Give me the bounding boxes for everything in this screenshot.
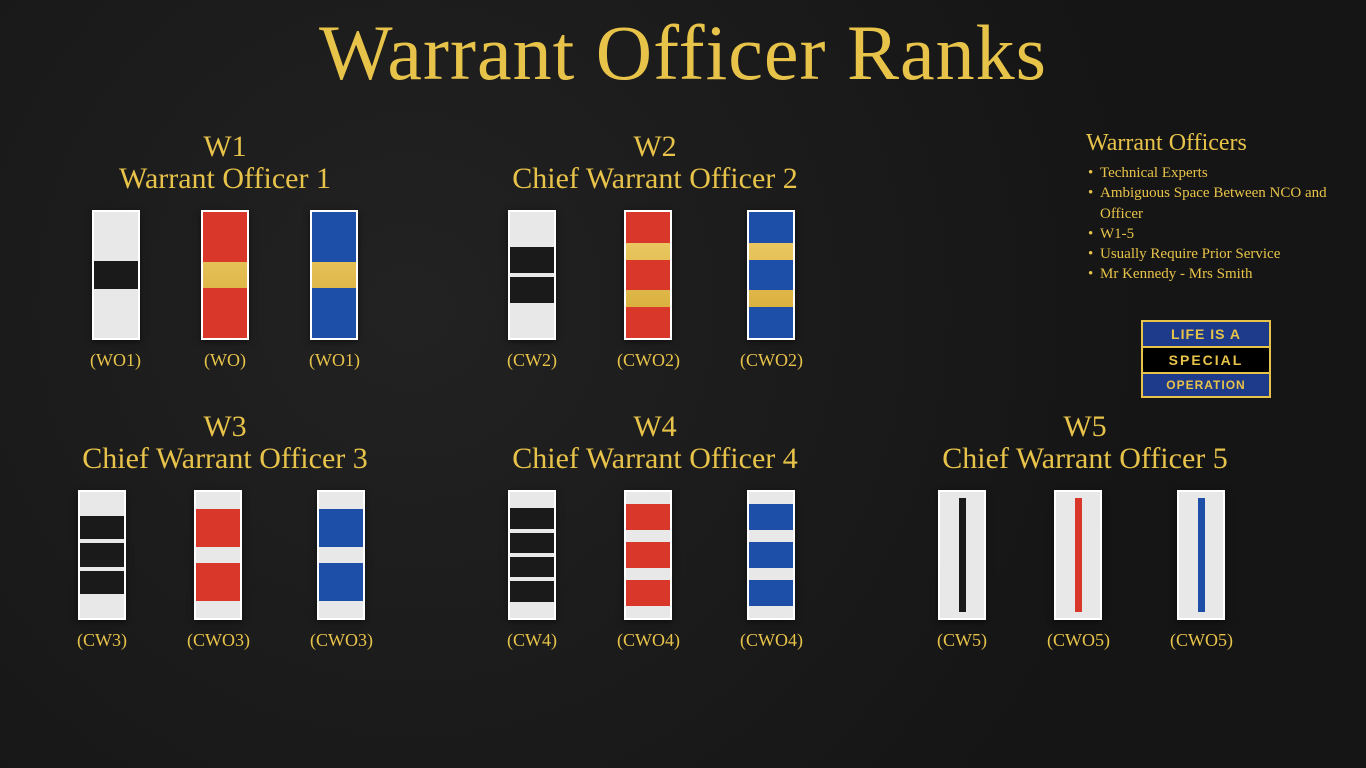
sidebar-item: Ambiguous Space Between NCO and Officer bbox=[1086, 183, 1336, 224]
insignia-row: (CW4) (CWO4) (CWO4) bbox=[507, 490, 803, 651]
rank-insignia bbox=[78, 490, 126, 620]
insignia-column: (CWO5) bbox=[1170, 490, 1233, 651]
rank-insignia bbox=[317, 490, 365, 620]
rank-insignia bbox=[508, 210, 556, 340]
paygrade-label: W4 bbox=[633, 410, 676, 444]
sidebar-item: Mr Kennedy - Mrs Smith bbox=[1086, 264, 1336, 284]
rank-insignia bbox=[938, 490, 986, 620]
rank-group: W5Chief Warrant Officer 5 (CW5) (CWO5) (CWO… bbox=[870, 410, 1300, 690]
insignia-column: (CW4) bbox=[507, 490, 557, 651]
insignia-column: (WO1) bbox=[90, 210, 141, 371]
rank-insignia bbox=[310, 210, 358, 340]
insignia-column: (CW5) bbox=[937, 490, 987, 651]
sidebar-item: W1-5 bbox=[1086, 224, 1336, 244]
rank-insignia bbox=[747, 210, 795, 340]
insignia-column: (CWO2) bbox=[740, 210, 803, 371]
logo-line-1: LIFE IS A bbox=[1141, 320, 1271, 348]
insignia-column: (CW2) bbox=[507, 210, 557, 371]
insignia-column: (WO) bbox=[201, 210, 249, 371]
sidebar-list: Technical ExpertsAmbiguous Space Between… bbox=[1086, 163, 1336, 285]
rank-abbrev: (WO1) bbox=[90, 350, 141, 371]
rank-abbrev: (WO) bbox=[204, 350, 246, 371]
paygrade-label: W3 bbox=[203, 410, 246, 444]
logo-line-3: OPERATION bbox=[1141, 374, 1271, 398]
insignia-column: (CWO2) bbox=[617, 210, 680, 371]
rank-abbrev: (CWO2) bbox=[617, 350, 680, 371]
rank-title-label: Warrant Officer 1 bbox=[119, 162, 331, 196]
rank-abbrev: (CWO4) bbox=[740, 630, 803, 651]
sidebar-title: Warrant Officers bbox=[1086, 130, 1336, 157]
rank-abbrev: (CW2) bbox=[507, 350, 557, 371]
rank-abbrev: (CWO5) bbox=[1170, 630, 1233, 651]
paygrade-label: W1 bbox=[203, 130, 246, 164]
rank-title-label: Chief Warrant Officer 4 bbox=[512, 442, 798, 476]
insignia-row: (CW5) (CWO5) (CWO5) bbox=[937, 490, 1233, 651]
rank-insignia bbox=[1177, 490, 1225, 620]
paygrade-label: W5 bbox=[1063, 410, 1106, 444]
insignia-column: (CWO4) bbox=[740, 490, 803, 651]
brand-logo: LIFE IS A SPECIAL OPERATION bbox=[1141, 320, 1271, 398]
rank-group: W2Chief Warrant Officer 2 (CW2) (CWO2) (CWO… bbox=[440, 130, 870, 410]
insignia-row: (CW3) (CWO3) (CWO3) bbox=[77, 490, 373, 651]
rank-abbrev: (CWO3) bbox=[187, 630, 250, 651]
rank-insignia bbox=[747, 490, 795, 620]
rank-abbrev: (CWO2) bbox=[740, 350, 803, 371]
rank-insignia bbox=[201, 210, 249, 340]
insignia-column: (CWO3) bbox=[187, 490, 250, 651]
sidebar-item: Technical Experts bbox=[1086, 163, 1336, 183]
insignia-column: (WO1) bbox=[309, 210, 360, 371]
rank-title-label: Chief Warrant Officer 5 bbox=[942, 442, 1228, 476]
rank-insignia bbox=[194, 490, 242, 620]
insignia-row: (WO1) (WO) (WO1) bbox=[90, 210, 360, 371]
sidebar-item: Usually Require Prior Service bbox=[1086, 244, 1336, 264]
insignia-column: (CWO3) bbox=[310, 490, 373, 651]
rank-title-label: Chief Warrant Officer 3 bbox=[82, 442, 368, 476]
rank-title-label: Chief Warrant Officer 2 bbox=[512, 162, 798, 196]
rank-abbrev: (CWO3) bbox=[310, 630, 373, 651]
rank-abbrev: (CWO5) bbox=[1047, 630, 1110, 651]
paygrade-label: W2 bbox=[633, 130, 676, 164]
rank-group: W4Chief Warrant Officer 4 (CW4) (CWO4) (CWO… bbox=[440, 410, 870, 690]
insignia-column: (CW3) bbox=[77, 490, 127, 651]
insignia-column: (CWO4) bbox=[617, 490, 680, 651]
rank-group: W3Chief Warrant Officer 3 (CW3) (CWO3) (CWO… bbox=[10, 410, 440, 690]
logo-line-2: SPECIAL bbox=[1141, 348, 1271, 374]
rank-group: W1Warrant Officer 1 (WO1) (WO) (WO1) bbox=[10, 130, 440, 410]
page-title: Warrant Officer Ranks bbox=[0, 0, 1366, 98]
rank-insignia bbox=[1054, 490, 1102, 620]
rank-insignia bbox=[508, 490, 556, 620]
rank-abbrev: (CW5) bbox=[937, 630, 987, 651]
rank-abbrev: (CWO4) bbox=[617, 630, 680, 651]
rank-insignia bbox=[624, 210, 672, 340]
rank-abbrev: (CW3) bbox=[77, 630, 127, 651]
rank-insignia bbox=[92, 210, 140, 340]
rank-insignia bbox=[624, 490, 672, 620]
rank-abbrev: (CW4) bbox=[507, 630, 557, 651]
rank-abbrev: (WO1) bbox=[309, 350, 360, 371]
sidebar-notes: Warrant Officers Technical ExpertsAmbigu… bbox=[1086, 130, 1336, 285]
insignia-column: (CWO5) bbox=[1047, 490, 1110, 651]
insignia-row: (CW2) (CWO2) (CWO2) bbox=[507, 210, 803, 371]
